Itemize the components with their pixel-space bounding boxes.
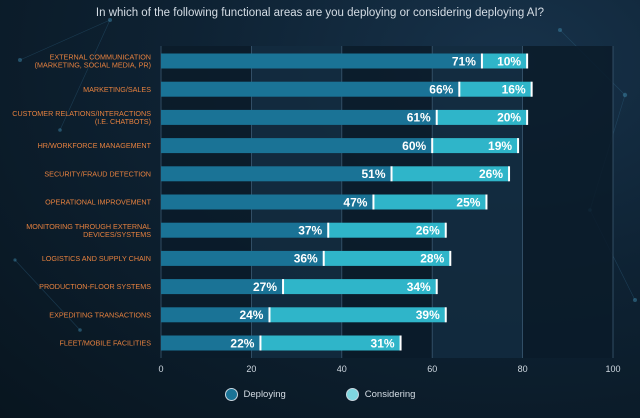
- category-label-5: OPERATIONAL IMPROVEMENT: [45, 198, 151, 207]
- data-label-deploying-1: 66%: [429, 83, 453, 97]
- bar-deploying-2: [161, 109, 437, 125]
- category-label-1: MARKETING/SALES: [83, 85, 151, 94]
- bar-deploying-5: [161, 194, 374, 210]
- x-tick-label-60: 60: [427, 364, 437, 374]
- category-label-6: MONITORING THROUGH EXTERNAL DEVICES/SYSTE…: [26, 222, 151, 239]
- data-label-deploying-3: 60%: [402, 139, 426, 153]
- category-label-7: LOGISTICS AND SUPPLY CHAIN: [42, 254, 151, 263]
- category-label-3: HR/WORKFORCE MANAGEMENT: [38, 141, 152, 150]
- data-label-deploying-7: 36%: [294, 252, 318, 266]
- bar-separator-9: [268, 307, 271, 323]
- bar-deploying-6: [161, 222, 329, 238]
- bar-separator-4: [390, 166, 393, 182]
- bar-end-cap-4: [508, 166, 511, 182]
- x-tick-label-40: 40: [337, 364, 347, 374]
- data-label-deploying-8: 27%: [253, 280, 277, 294]
- bar-considering-4: [391, 166, 510, 182]
- bar-end-cap-7: [449, 250, 452, 266]
- data-label-deploying-6: 37%: [298, 224, 322, 238]
- bar-separator-0: [480, 53, 483, 69]
- bar-considering-10: [260, 335, 401, 351]
- category-label-10: FLEET/MOBILE FACILITIES: [60, 339, 152, 348]
- data-label-deploying-9: 24%: [239, 308, 263, 322]
- category-label-0: EXTERNAL COMMUNICATION (MARKETING, SOCIAL…: [35, 53, 151, 70]
- bar-considering-1: [459, 81, 532, 97]
- bar-considering-0: [481, 53, 528, 69]
- bar-separator-2: [435, 109, 438, 125]
- bar-end-cap-8: [435, 279, 438, 295]
- x-tick-label-20: 20: [246, 364, 256, 374]
- bar-deploying-0: [161, 53, 482, 69]
- category-label-8: PRODUCTION-FLOOR SYSTEMS: [39, 282, 151, 291]
- data-label-deploying-0: 71%: [452, 54, 476, 68]
- legend-label-deploying: Deploying: [243, 389, 286, 400]
- data-label-considering-8: 34%: [407, 280, 431, 294]
- x-tick-label-100: 100: [605, 364, 620, 374]
- bars: 71% 10% 66% 16% 61% 20% 60% 19% 51% 26% 47% 25% 37% 2…: [161, 53, 533, 351]
- bar-deploying-3: [161, 138, 433, 154]
- data-label-considering-7: 28%: [420, 252, 444, 266]
- x-tick-label-0: 0: [158, 364, 163, 374]
- bar-end-cap-6: [444, 222, 447, 238]
- data-label-deploying-4: 51%: [361, 167, 385, 181]
- bar-end-cap-2: [526, 109, 529, 125]
- data-label-considering-1: 16%: [502, 83, 526, 97]
- bar-considering-7: [323, 250, 451, 266]
- data-label-considering-10: 31%: [371, 336, 395, 350]
- category-label-4: SECURITY/FRAUD DETECTION: [44, 169, 151, 178]
- bar-separator-6: [327, 222, 330, 238]
- bar-considering-9: [269, 307, 446, 323]
- data-label-deploying-5: 47%: [343, 195, 367, 209]
- bar-deploying-9: [161, 307, 270, 323]
- bar-considering-8: [283, 279, 437, 295]
- legend-item-deploying: Deploying: [224, 388, 286, 401]
- bar-separator-1: [458, 81, 461, 97]
- bar-deploying-8: [161, 279, 284, 295]
- grid-band-4: [522, 46, 613, 358]
- data-label-considering-9: 39%: [416, 308, 440, 322]
- data-label-considering-6: 26%: [416, 224, 440, 238]
- bar-separator-3: [431, 138, 434, 154]
- bar-deploying-1: [161, 81, 460, 97]
- legend: Deploying Considering: [0, 388, 640, 401]
- legend-swatch-considering: [345, 388, 359, 401]
- bar-separator-10: [259, 335, 262, 351]
- bar-deploying-4: [161, 166, 392, 182]
- data-label-considering-5: 25%: [456, 195, 480, 209]
- data-label-considering-0: 10%: [497, 54, 521, 68]
- bar-considering-5: [373, 194, 487, 210]
- data-label-deploying-2: 61%: [407, 111, 431, 125]
- data-label-considering-3: 19%: [488, 139, 512, 153]
- bar-considering-6: [328, 222, 446, 238]
- bar-end-cap-0: [526, 53, 529, 69]
- x-tick-label-80: 80: [518, 364, 528, 374]
- data-label-deploying-10: 22%: [230, 336, 254, 350]
- legend-swatch-deploying: [224, 388, 238, 401]
- category-labels: EXTERNAL COMMUNICATION (MARKETING, SOCIAL…: [12, 53, 151, 348]
- bar-end-cap-3: [517, 138, 520, 154]
- x-axis-ticks: 0 20 40 60 80 100: [158, 364, 620, 374]
- category-label-2: CUSTOMER RELATIONS/INTERACTIONS (I.E. CHA…: [12, 109, 151, 126]
- data-label-considering-2: 20%: [497, 111, 521, 125]
- chart-title: In which of the following functional are…: [95, 7, 545, 19]
- bar-deploying-10: [161, 335, 261, 351]
- bar-separator-5: [372, 194, 375, 210]
- bar-end-cap-10: [399, 335, 402, 351]
- bar-separator-8: [282, 279, 285, 295]
- bar-end-cap-1: [530, 81, 533, 97]
- category-label-9: EXPEDITING TRANSACTIONS: [49, 310, 151, 319]
- bar-end-cap-5: [485, 194, 488, 210]
- data-label-considering-4: 26%: [479, 167, 503, 181]
- bar-considering-3: [432, 138, 519, 154]
- bar-end-cap-9: [444, 307, 447, 323]
- bar-separator-7: [322, 250, 325, 266]
- bar-deploying-7: [161, 250, 324, 266]
- legend-label-considering: Considering: [364, 389, 416, 400]
- bar-considering-2: [436, 109, 528, 125]
- legend-item-considering: Considering: [345, 388, 416, 401]
